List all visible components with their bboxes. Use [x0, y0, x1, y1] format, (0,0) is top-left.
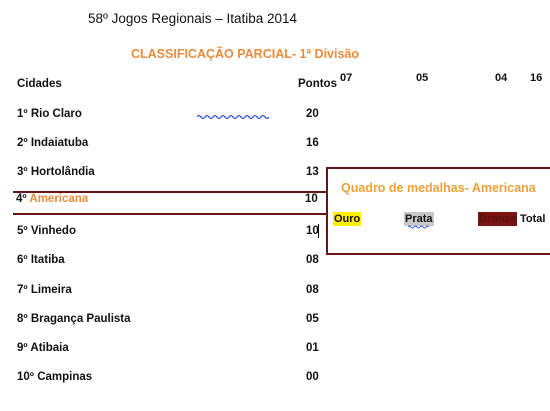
- column-header-city: Cidades: [17, 78, 62, 90]
- points-value: 20: [306, 108, 319, 120]
- rank-label: 3º: [17, 166, 28, 178]
- column-header-points: Pontos: [298, 78, 337, 90]
- document-subtitle: CLASSIFICAÇÃO PARCIAL- 1ª Divisão: [130, 47, 360, 61]
- city-name: Bragança Paulista: [30, 313, 131, 325]
- medal-table-title: Quadro de medalhas- Americana: [341, 181, 536, 195]
- city-name: Limeira: [30, 284, 72, 296]
- points-value: 10: [306, 225, 319, 237]
- standings-row-highlighted: 4º Americana 10: [13, 191, 333, 215]
- rank-label: 7º: [17, 284, 28, 296]
- standings-row: 6º Itatiba 08: [0, 252, 330, 272]
- bronze-count: 04: [495, 72, 508, 84]
- city-name: Americana: [29, 193, 89, 205]
- points-value: 16: [306, 137, 319, 149]
- standings-row: 2º Indaiatuba 16: [0, 135, 330, 155]
- rank-label: 9º: [17, 342, 28, 354]
- city-name: Itatiba: [30, 254, 65, 266]
- points-value: 00: [306, 371, 319, 383]
- silver-count: 05: [416, 72, 429, 84]
- rank-label: 1º: [17, 108, 28, 120]
- gold-label: Ouro: [333, 212, 362, 226]
- spellcheck-squiggle: [408, 225, 430, 229]
- points-value: 13: [306, 166, 319, 178]
- bronze-label: Bronze: [478, 212, 518, 226]
- standings-row: 5º Vinhedo 10: [0, 223, 330, 243]
- text-cursor: [318, 224, 319, 238]
- city-name: Indaiatuba: [30, 137, 89, 149]
- points-value: 08: [306, 254, 319, 266]
- medal-table-box[interactable]: Quadro de medalhas- Americana Ouro Prata…: [326, 167, 550, 255]
- silver-label: Prata: [404, 212, 434, 226]
- total-label: Total: [520, 213, 546, 225]
- city-name: Atibaia: [30, 342, 69, 354]
- rank-label: 6º: [17, 254, 28, 266]
- standings-row: 1º Rio Claro 20: [0, 106, 330, 126]
- rank-label: 8º: [17, 313, 28, 325]
- rank-label: 5º: [17, 225, 28, 237]
- rank-label: 10º: [17, 371, 34, 383]
- points-value: 10: [305, 193, 318, 205]
- points-value: 01: [306, 342, 319, 354]
- standings-row: 7º Limeira 08: [0, 282, 330, 302]
- document-title: 58º Jogos Regionais – Itatiba 2014: [87, 11, 298, 26]
- points-value: 05: [306, 313, 319, 325]
- city-name: Hortolândia: [30, 166, 95, 178]
- total-count: 16: [530, 72, 543, 84]
- standings-row: 3º Hortolândia 13: [0, 164, 330, 184]
- rank-label: 4º: [16, 193, 27, 205]
- gold-count: 07: [340, 72, 353, 84]
- points-value: 08: [306, 284, 319, 296]
- city-name: Vinhedo: [30, 225, 76, 237]
- rank-label: 2º: [17, 137, 28, 149]
- city-name: Rio Claro: [30, 108, 82, 120]
- spellcheck-squiggle: [197, 114, 269, 120]
- standings-row: 9º Atibaia 01: [0, 340, 330, 360]
- standings-row: 8º Bragança Paulista 05: [0, 311, 330, 331]
- city-name: Campinas: [37, 371, 93, 383]
- standings-row: 10º Campinas 00: [0, 369, 330, 389]
